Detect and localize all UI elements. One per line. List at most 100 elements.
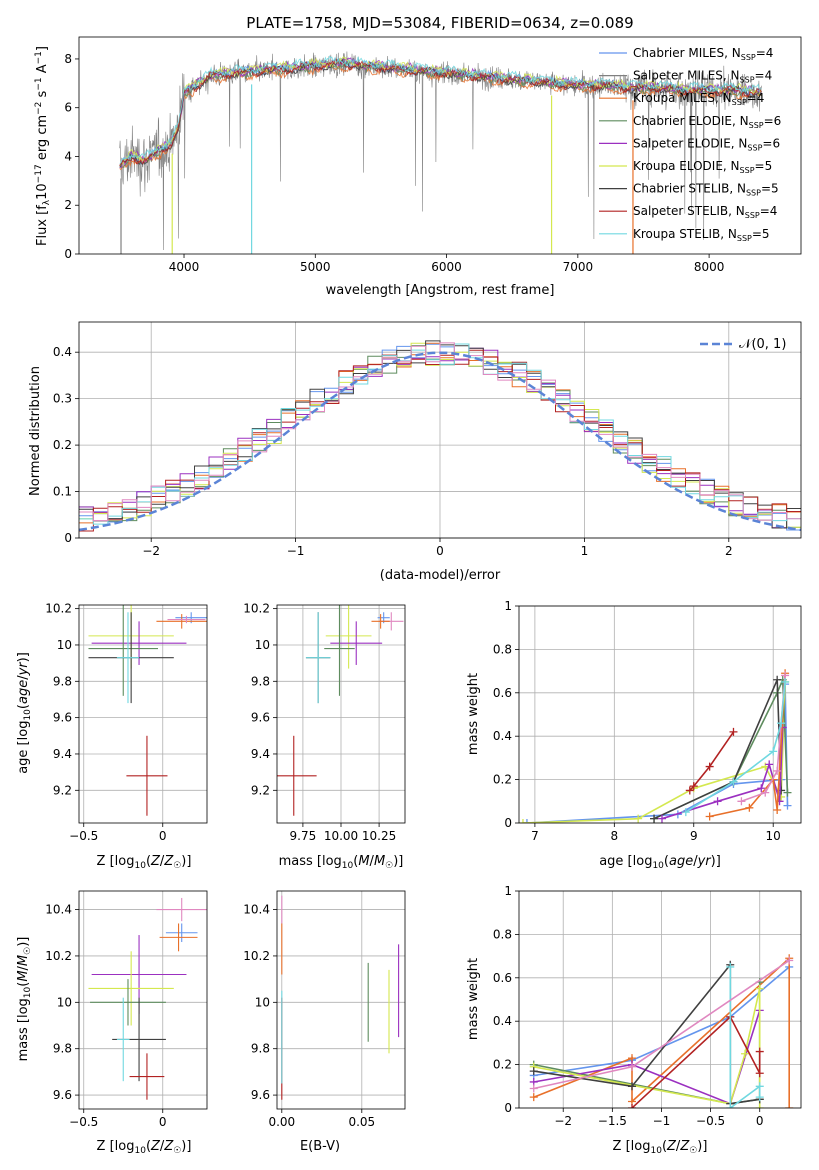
age-vs-mass-ytick-label: 9.8 — [251, 674, 270, 688]
mass-weight-vs-age-ytick-label: 0.4 — [493, 729, 512, 743]
mass-weight-vs-age-ytick-label: 1 — [504, 599, 512, 613]
mass-weight-marker — [757, 784, 766, 793]
mass-weight-marker — [761, 788, 770, 797]
mass-z-ylabel: mass [log10(M/M☉)] — [16, 937, 33, 1062]
mass-vs-ebv-grid — [277, 891, 405, 1109]
mw-z-ylabel: mass weight — [466, 958, 481, 1040]
mass-weight-marker — [785, 956, 794, 965]
age-vs-mass-xtick-label: 9.75 — [290, 829, 317, 843]
mass-weight-marker — [755, 1104, 764, 1108]
mass-vs-ebv-ytick-label: 10.2 — [243, 949, 270, 963]
residuals-panel: −2 −1 0 1 2 0 0.1 0.2 0.3 0.4 — [53, 321, 802, 558]
mass-vs-z-frame — [78, 890, 208, 1110]
residuals-ylabel: Normed distribution — [28, 366, 43, 496]
mass-weight-vs-age-grid — [519, 605, 801, 824]
mass-vs-z-plot-area — [88, 897, 207, 1100]
mass-weight-vs-z-xtick-label: −1 — [653, 1114, 671, 1128]
mass-vs-ebv-ytick-label: 9.6 — [251, 1088, 270, 1102]
age-vs-z-ytick-label: 9.2 — [53, 783, 72, 797]
mass-weight-marker — [726, 1104, 735, 1108]
mw-age-ylabel: mass weight — [466, 673, 481, 755]
residuals-ytick-label: 0.4 — [53, 345, 72, 359]
spectrum-xtick-label: 4000 — [169, 260, 200, 274]
model-spectrum-line — [119, 58, 762, 167]
age-vs-z-ytick-label: 10.2 — [45, 602, 72, 616]
mass-weight-line — [533, 988, 761, 1108]
mass-weight-line — [653, 679, 782, 820]
mass-weight-vs-z-plot-area — [529, 954, 794, 1108]
mass-weight-marker — [755, 1047, 764, 1056]
mass-weight-vs-age-xtick-label: 7 — [531, 829, 539, 843]
spectrum-xtick-label: 5000 — [300, 260, 331, 274]
mass-vs-ebv-panel: 0.00 0.05 9.6 9.8 10 10.2 10.4 — [243, 890, 406, 1129]
mass-weight-line — [522, 681, 786, 823]
residuals-ytick-label: 0.1 — [53, 485, 72, 499]
residuals-xlabel: (data-model)/error — [380, 568, 501, 583]
residuals-frame — [78, 321, 802, 539]
mass-weight-marker — [755, 1082, 764, 1091]
mass-vs-z-panel: −0.5 0 9.6 9.8 10 10.2 10.4 — [45, 890, 208, 1129]
mass-vs-z-ytick-label: 10.2 — [45, 949, 72, 963]
mass-weight-vs-age-frame — [518, 605, 802, 824]
mw-age-xlabel: age [log10(age/yr)] — [599, 854, 721, 871]
mass-weight-line — [685, 681, 786, 813]
mass-weight-marker — [627, 1062, 636, 1071]
spectrum-plot-area — [119, 51, 762, 254]
spectrum-ytick-label: 4 — [64, 149, 72, 163]
age-vs-mass-ytick-label: 10.2 — [243, 602, 270, 616]
mass-vs-z-ytick-label: 10 — [57, 995, 72, 1009]
mass-weight-marker — [529, 1067, 538, 1076]
age-vs-z-frame — [78, 604, 208, 824]
mass-weight-marker — [777, 719, 786, 728]
mass-weight-line — [526, 684, 789, 823]
spectrum-ylabel: Flux [fλ10−17 erg cm−2 s−1 A−1] — [34, 46, 52, 246]
mass-vs-z-xtick-label: 0 — [159, 1115, 167, 1129]
spectrum-ytick-label: 0 — [64, 247, 72, 261]
mass-weight-vs-z-xtick-label: −2 — [554, 1114, 572, 1128]
model-spectrum-line — [119, 58, 762, 169]
age-vs-z-grid — [79, 605, 207, 823]
mass-weight-marker — [783, 788, 792, 797]
mass-ebv-xlabel: E(B-V) — [300, 1139, 340, 1154]
mass-vs-ebv-frame — [276, 890, 406, 1110]
mass-weight-marker — [681, 808, 690, 817]
spectrum-legend-label: Salpeter MILES, NSSP=4 — [633, 69, 772, 85]
spectrum-xtick-label: 8000 — [694, 260, 725, 274]
mass-weight-vs-z-ytick-label: 0 — [504, 1101, 512, 1115]
age-mass-xlabel: mass [log10(M/M☉)] — [279, 854, 404, 871]
mass-weight-vs-z-ytick-label: 0.4 — [493, 1014, 512, 1028]
mass-weight-marker — [781, 677, 790, 686]
mass-vs-ebv-xtick-label: 0.00 — [268, 1115, 295, 1129]
mass-weight-marker — [627, 1104, 636, 1108]
age-vs-mass-ytick-label: 9.2 — [251, 783, 270, 797]
mass-weight-marker — [765, 760, 774, 769]
spectrum-legend-label: Chabrier ELODIE, NSSP=6 — [633, 114, 781, 130]
mass-weight-vs-z-panel: −2 −1.5 −1 −0.5 0 0 0.2 0.4 0.6 0.8 1 — [493, 884, 802, 1128]
mass-weight-marker — [745, 803, 754, 812]
mass-weight-vs-age-panel: 7 8 9 10 0 0.2 0.4 0.6 0.8 1 — [493, 599, 802, 843]
mw-z-xlabel: Z [log10(Z/Z☉)] — [613, 1139, 708, 1156]
residuals-xtick-label: 0 — [436, 544, 444, 558]
mass-weight-vs-z-xtick-label: −0.5 — [696, 1114, 725, 1128]
spectrum-frame — [78, 36, 802, 255]
model-spectrum-line — [119, 55, 762, 164]
spectrum-ytick-label: 8 — [64, 52, 72, 66]
residuals-plot-area — [79, 340, 801, 532]
mass-weight-vs-age-ytick-label: 0 — [504, 816, 512, 830]
mass-vs-ebv-plot-area — [281, 895, 400, 1100]
mass-weight-line — [661, 727, 784, 820]
age-vs-mass-ytick-label: 10 — [255, 638, 270, 652]
mass-weight-vs-age-ytick-label: 0.6 — [493, 686, 512, 700]
mass-weight-vs-age-ytick-label: 0.2 — [493, 773, 512, 787]
mass-weight-marker — [689, 782, 698, 791]
mass-weight-marker — [713, 797, 722, 806]
mass-z-xlabel: Z [log10(Z/Z☉)] — [97, 1139, 192, 1156]
spectrum-xtick-label: 7000 — [563, 260, 594, 274]
mass-weight-line — [631, 1015, 761, 1108]
mass-weight-marker — [740, 1049, 749, 1058]
spectrum-xlabel: wavelength [Angstrom, rest frame] — [326, 283, 555, 298]
spectrum-legend-label: Chabrier STELIB, NSSP=5 — [633, 182, 779, 198]
mass-weight-marker — [529, 1093, 538, 1102]
spectrum-legend-label: Salpeter ELODIE, NSSP=6 — [633, 136, 780, 152]
mass-vs-z-ytick-label: 9.6 — [53, 1088, 72, 1102]
